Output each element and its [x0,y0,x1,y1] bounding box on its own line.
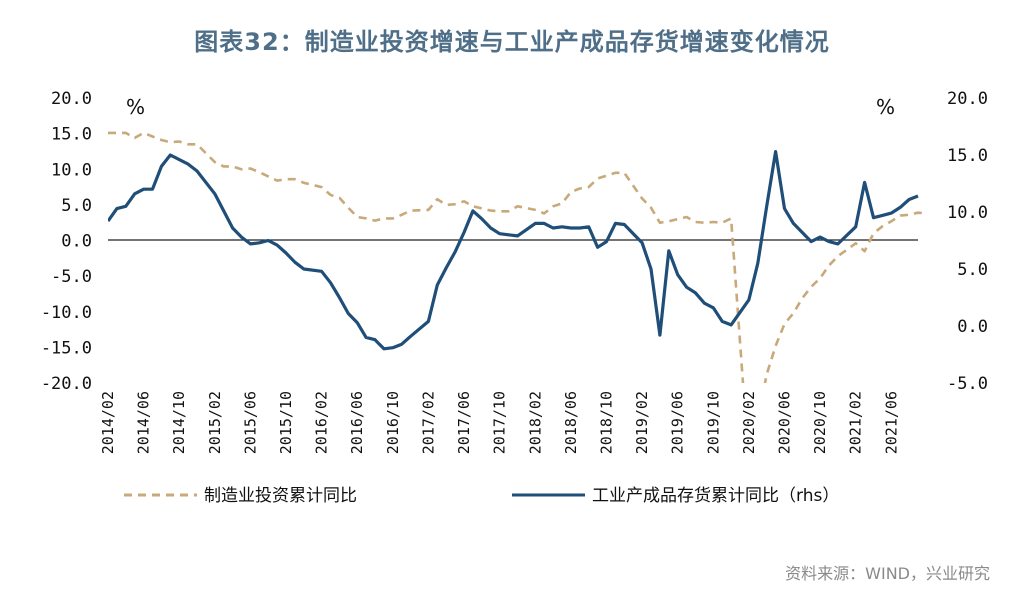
legend: 制造业投资累计同比 工业产成品存货累计同比（rhs） [124,486,839,506]
right-axis-ticks: 20.0 15.0 10.0 5.0 0.0 -5.0 [947,89,988,394]
x-tick-label: 2019/06 [669,391,687,454]
x-tick-label: 2019/10 [704,391,722,454]
left-axis-ticks: 20.0 15.0 10.0 5.0 0.0 -5.0 -10.0 -15.0 -20.0 [41,89,92,394]
left-tick-label: -15.0 [41,338,92,358]
x-tick-label: 2018/10 [597,391,615,454]
x-tick-label: 2017/10 [491,391,509,454]
x-tick-label: 2016/10 [384,391,402,454]
chart-title: 图表32：制造业投资增速与工业产成品存货增速变化情况 [194,28,830,56]
x-tick-label: 2016/02 [313,391,331,454]
x-tick-label: 2017/06 [455,391,473,454]
x-tick-label: 2018/06 [562,391,580,454]
legend-label-manufacturing: 制造业投资累计同比 [204,486,357,506]
x-tick-label: 2017/02 [419,391,437,454]
x-tick-label: 2020/02 [740,391,758,454]
left-tick-label: 0.0 [61,232,92,252]
x-tick-label: 2015/10 [277,391,295,454]
x-tick-label: 2015/06 [241,391,259,454]
source-note: 资料来源：WIND，兴业研究 [785,564,990,583]
x-tick-label: 2019/02 [633,391,651,454]
series-line-inventory [108,150,919,351]
x-tick-label: 2016/06 [348,391,366,454]
x-tick-label: 2015/02 [206,391,224,454]
x-tick-label: 2021/06 [882,391,900,454]
right-tick-label: 10.0 [947,203,988,223]
x-tick-label: 2020/10 [811,391,829,454]
left-tick-label: -5.0 [51,267,92,287]
left-tick-label: -20.0 [41,374,92,394]
x-tick-label: 2021/02 [847,391,865,454]
left-tick-label: -10.0 [41,303,92,323]
x-tick-label: 2014/10 [170,391,188,454]
right-tick-label: 5.0 [957,260,988,280]
series-line-manufacturing-investment [108,131,922,383]
x-tick-label: 2014/06 [135,391,153,454]
x-axis-ticks: 2014/02 2014/06 2014/10 2015/02 2015/06 2015/… [99,391,900,454]
series-lines [108,131,922,383]
x-tick-label: 2014/02 [99,391,117,454]
left-tick-label: 20.0 [51,89,92,109]
left-tick-label: 15.0 [51,125,92,145]
left-tick-label: 5.0 [61,196,92,216]
x-tick-label: 2018/02 [526,391,544,454]
right-tick-label: 15.0 [947,146,988,166]
right-tick-label: 20.0 [947,89,988,109]
right-unit-label: % [876,95,895,119]
x-tick-label: 2020/06 [775,391,793,454]
right-tick-label: -5.0 [947,374,988,394]
legend-label-inventory: 工业产成品存货累计同比（rhs） [592,486,839,506]
right-tick-label: 0.0 [957,317,988,337]
left-unit-label: % [126,95,145,119]
left-tick-label: 10.0 [51,160,92,180]
